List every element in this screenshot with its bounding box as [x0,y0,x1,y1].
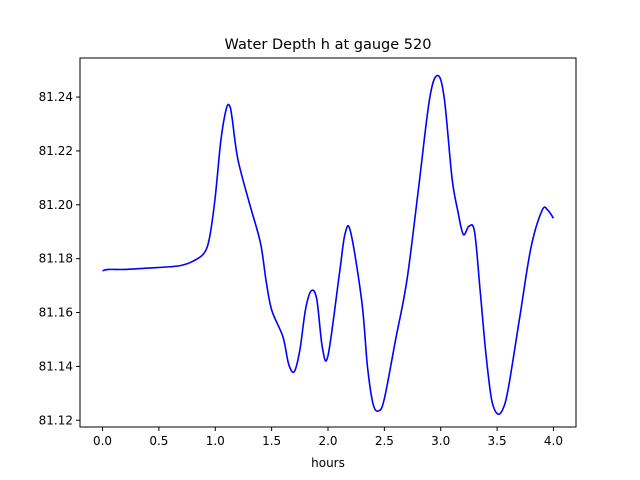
x-tick-label: 1.5 [262,434,281,448]
x-tick-label: 0.0 [93,434,112,448]
y-tick-label: 81.24 [39,90,73,104]
y-tick-label: 81.14 [39,359,73,373]
x-tick-label: 2.0 [318,434,337,448]
x-tick-label: 3.0 [431,434,450,448]
x-tick-label: 1.0 [206,434,225,448]
y-tick-label: 81.18 [39,252,73,266]
x-tick-label: 2.5 [375,434,394,448]
x-tick-label: 4.0 [544,434,563,448]
y-tick-label: 81.12 [39,413,73,427]
y-tick-label: 81.22 [39,144,73,158]
x-tick-label: 3.5 [488,434,507,448]
plot-frame [79,57,577,428]
chart-title: Water Depth h at gauge 520 [225,37,432,53]
x-axis-label: hours [311,456,345,470]
series-layer [102,74,555,416]
y-tick-label: 81.16 [39,306,73,320]
y-axis: 81.12 81.14 81.16 81.18 81.20 81.22 81.24 [39,90,80,427]
series-line [102,74,555,416]
y-tick-label: 81.20 [39,198,73,212]
x-axis: 0.0 0.5 1.0 1.5 2.0 2.5 3.0 3.5 4.0 [93,427,563,448]
x-tick-label: 0.5 [149,434,168,448]
